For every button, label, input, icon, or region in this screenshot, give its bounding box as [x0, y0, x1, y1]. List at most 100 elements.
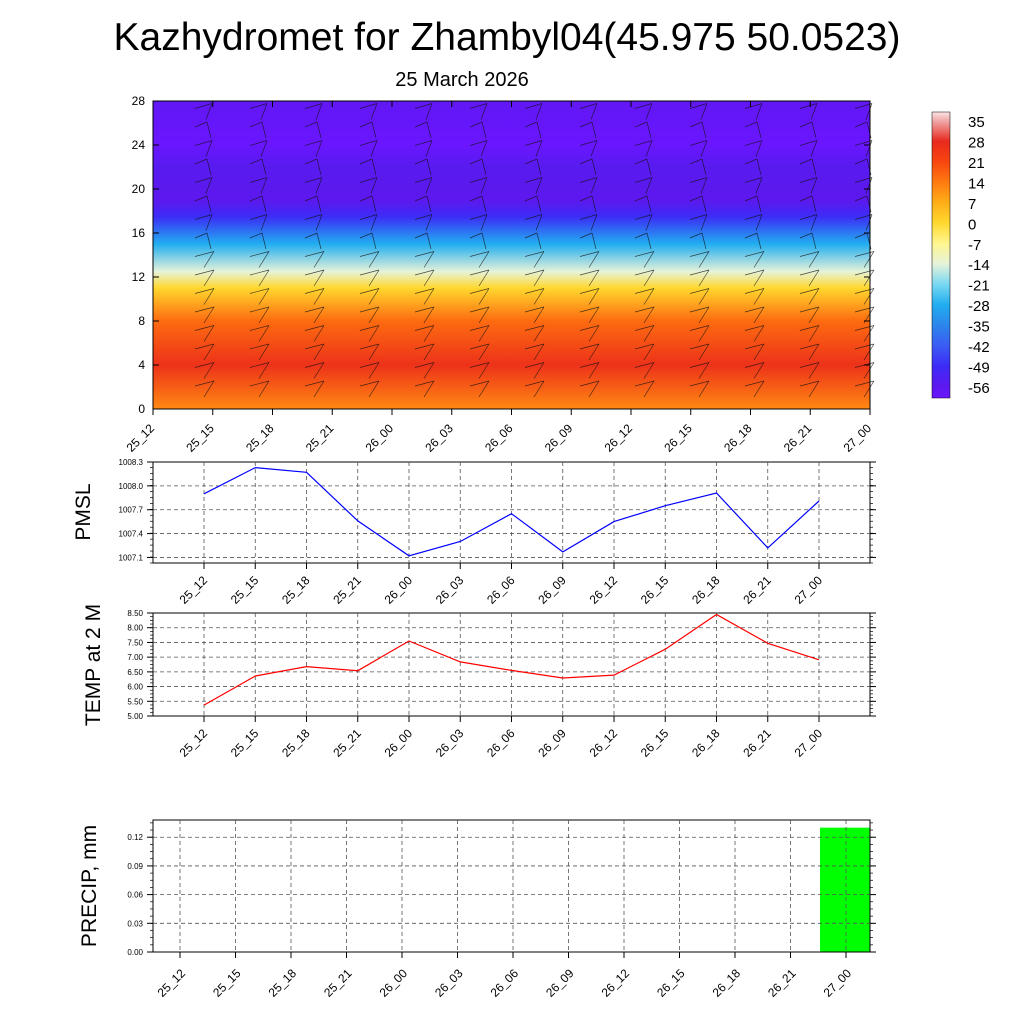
precip-panel: 0.12 0.09 0.06 0.03 0.00 25_12 25_15 25_18 25_21… [78, 819, 876, 1000]
temp-axis-label: TEMP at 2 M [82, 604, 105, 726]
pmsl-axis-label: PMSL [72, 483, 95, 540]
x-tick-label: 25_21 [321, 966, 355, 1000]
x-tick-label: 26_00 [377, 966, 411, 1000]
x-tick-label: 26_03 [432, 966, 466, 1000]
y-tick-label: 7.00 [127, 653, 143, 662]
y-tick-label: 6.50 [127, 668, 143, 677]
temperature-section-panel: 0 4 8 12 16 20 24 28 25_12 25_15 25_18 25_21 26_00 2… [124, 94, 875, 455]
x-tick-label: 25_12 [177, 573, 211, 607]
colorbar-label: -28 [968, 298, 990, 315]
y-tick-label: 0.06 [127, 891, 143, 900]
pmsl-line [203, 466, 820, 557]
y-tick-label: 8.00 [127, 624, 143, 633]
x-tick-label: 26_18 [689, 726, 723, 760]
x-tick-label: 27_00 [841, 421, 875, 455]
x-tick-label: 26_06 [488, 966, 522, 1000]
colorbar: 35 28 21 14 7 0 -7 -14 -21 -28 -35 -42 -49 -56 [931, 111, 990, 399]
x-tick-label: 26_21 [765, 966, 799, 1000]
pmsl-panel: 1008.3 1008.0 1007.7 1007.4 1007.1 25_12 25_15… [72, 458, 876, 607]
y-tick-label: 1008.0 [119, 482, 144, 491]
x-tick-label: 26_09 [535, 726, 569, 760]
x-tick-label: 26_06 [482, 421, 516, 455]
x-tick-label: 25_18 [279, 726, 313, 760]
x-tick-label: 26_00 [382, 726, 416, 760]
colorbar-label: 35 [968, 114, 985, 131]
x-tick-label: 26_21 [781, 421, 815, 455]
x-tick-label: 25_18 [279, 573, 313, 607]
x-tick-label: 27_00 [792, 726, 826, 760]
y-tick-label: 8.50 [127, 609, 143, 618]
x-tick-label: 26_18 [689, 573, 723, 607]
y-tick-label: 12 [132, 270, 146, 284]
colorbar-label: 7 [968, 196, 976, 213]
y-tick-label: 4 [138, 358, 145, 372]
x-tick-label: 27_00 [792, 573, 826, 607]
x-tick-label: 26_18 [721, 421, 755, 455]
y-tick-label: 24 [132, 138, 146, 152]
x-tick-label: 25_15 [210, 966, 244, 1000]
colorbar-label: 28 [968, 134, 985, 151]
x-tick-label: 26_00 [382, 573, 416, 607]
x-tick-label: 25_21 [330, 726, 364, 760]
chart-title: Kazhydromet for Zhambyl04(45.975 50.0523… [114, 16, 901, 59]
x-tick-label: 26_12 [587, 726, 621, 760]
y-tick-label: 1007.4 [119, 530, 144, 539]
x-tick-label: 26_12 [587, 573, 621, 607]
colorbar-label: -42 [968, 339, 990, 356]
x-tick-label: 25_12 [124, 421, 158, 455]
y-tick-label: 5.00 [127, 712, 143, 721]
colorbar-strip [931, 111, 951, 399]
colorbar-label: -7 [968, 237, 981, 254]
x-tick-label: 26_00 [363, 421, 397, 455]
colorbar-label: 14 [968, 175, 985, 192]
y-tick-label: 0.03 [127, 919, 143, 928]
x-tick-label: 26_12 [599, 966, 633, 1000]
x-tick-label: 26_21 [740, 573, 774, 607]
colorbar-label: -49 [968, 360, 990, 377]
x-tick-label: 25_15 [228, 726, 262, 760]
y-tick-label: 8 [138, 314, 145, 328]
y-tick-label: 7.50 [127, 638, 143, 647]
x-tick-label: 26_18 [710, 966, 744, 1000]
x-tick-label: 25_18 [243, 421, 277, 455]
x-tick-label: 26_09 [535, 573, 569, 607]
x-tick-label: 25_18 [266, 966, 300, 1000]
colorbar-label: -14 [968, 257, 990, 274]
colorbar-label: -21 [968, 278, 990, 295]
x-tick-label: 26_15 [661, 421, 695, 455]
colorbar-label: 21 [968, 155, 985, 172]
y-tick-label: 0.09 [127, 862, 143, 871]
precip-bar [820, 827, 870, 952]
x-tick-label: 26_15 [638, 573, 672, 607]
chart-subtitle: 25 March 2026 [395, 69, 528, 91]
x-tick-label: 26_06 [484, 726, 518, 760]
x-tick-label: 25_15 [228, 573, 262, 607]
colorbar-label: -35 [968, 319, 990, 336]
x-tick-label: 26_03 [422, 421, 456, 455]
y-tick-label: 1008.3 [119, 458, 144, 467]
x-tick-label: 26_15 [638, 726, 672, 760]
y-tick-label: 0 [138, 402, 145, 416]
y-tick-label: 5.50 [127, 697, 143, 706]
y-tick-label: 0.00 [127, 948, 143, 957]
x-tick-label: 26_03 [433, 726, 467, 760]
x-tick-label: 25_15 [183, 421, 217, 455]
colorbar-label: -56 [968, 380, 990, 397]
precip-axis-label: PRECIP, mm [78, 825, 101, 947]
x-tick-label: 25_21 [330, 573, 364, 607]
temp-panel: 8.50 8.00 7.50 7.00 6.50 6.00 5.50 5.00 25_12 25_… [82, 604, 876, 760]
x-tick-label: 26_12 [602, 421, 636, 455]
y-tick-label: 1007.1 [119, 553, 144, 562]
y-tick-label: 1007.7 [119, 506, 144, 515]
x-tick-label: 25_12 [177, 726, 211, 760]
x-tick-label: 25_12 [155, 966, 189, 1000]
wind-barbs [194, 103, 875, 398]
precip-frame [152, 819, 871, 953]
x-tick-label: 26_21 [740, 726, 774, 760]
x-tick-label: 26_09 [542, 421, 576, 455]
y-tick-label: 16 [132, 226, 146, 240]
y-tick-label: 20 [132, 182, 146, 196]
x-tick-label: 26_15 [654, 966, 688, 1000]
x-tick-label: 26_09 [543, 966, 577, 1000]
